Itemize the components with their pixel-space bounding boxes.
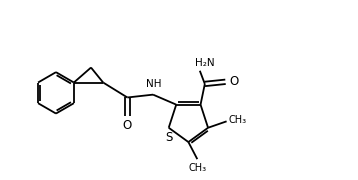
Text: O: O [123, 119, 132, 132]
Text: S: S [165, 131, 173, 144]
Text: O: O [229, 75, 238, 88]
Text: CH₃: CH₃ [228, 115, 246, 125]
Text: NH: NH [146, 79, 161, 89]
Text: H₂N: H₂N [195, 58, 214, 68]
Text: CH₃: CH₃ [188, 163, 206, 173]
